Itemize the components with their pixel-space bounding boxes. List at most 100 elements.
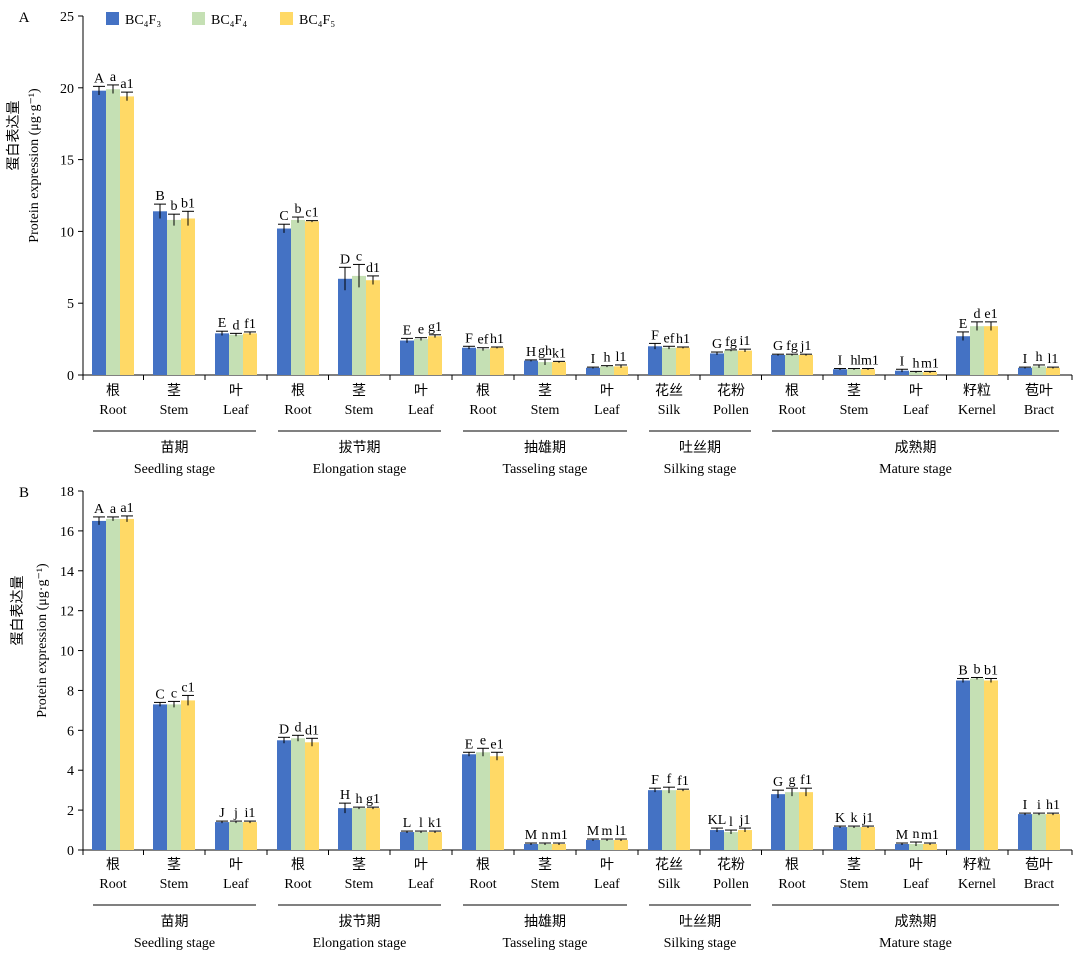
significance-letter: g1 <box>366 792 380 807</box>
significance-letter: i1 <box>245 806 256 821</box>
bar <box>181 700 195 850</box>
bar <box>414 832 428 850</box>
significance-letter: F <box>651 773 659 788</box>
tissue-label-cn: 花粉 <box>717 857 745 873</box>
significance-letter: a <box>110 70 117 85</box>
significance-letter: B <box>958 663 967 678</box>
bar <box>538 362 552 375</box>
significance-letter: l <box>419 816 423 831</box>
bar <box>524 844 538 850</box>
stage-label-en: Elongation stage <box>313 936 407 951</box>
tissue-label-cn: 花丝 <box>655 857 683 873</box>
y-tick-label: 12 <box>60 605 74 620</box>
significance-letter: e1 <box>490 737 503 752</box>
bar <box>120 96 134 375</box>
stage-label-cn: 抽雄期 <box>524 914 566 930</box>
tissue-label-cn: 叶 <box>600 857 614 873</box>
significance-letter: f <box>667 772 672 787</box>
y-tick-label: 14 <box>60 565 74 580</box>
significance-letter: K <box>835 811 845 826</box>
bar <box>648 346 662 375</box>
tissue-label-cn: 叶 <box>909 857 923 873</box>
y-tick-label: 8 <box>67 684 74 699</box>
bar <box>1032 366 1046 375</box>
bar <box>984 326 998 375</box>
bar <box>400 832 414 850</box>
significance-letter: e <box>418 323 424 338</box>
tissue-label-en: Stem <box>840 403 869 418</box>
y-tick-label: 15 <box>60 154 74 169</box>
significance-letter: H <box>340 788 350 803</box>
bar <box>600 840 614 850</box>
tissue-label-cn: 茎 <box>538 383 552 399</box>
tissue-label-en: Kernel <box>958 877 996 892</box>
bar <box>710 353 724 375</box>
stage-label-cn: 拔节期 <box>339 914 381 930</box>
bar <box>970 326 984 375</box>
panel-label: A <box>19 10 30 26</box>
significance-letter: c1 <box>181 680 194 695</box>
bar <box>1032 814 1046 850</box>
bar <box>291 219 305 375</box>
significance-letter: i1 <box>740 334 751 349</box>
stage-label-en: Elongation stage <box>313 462 407 477</box>
tissue-label-en: Stem <box>345 877 374 892</box>
tissue-label-cn: 根 <box>785 383 799 399</box>
bar <box>861 827 875 850</box>
y-tick-label: 0 <box>67 369 74 384</box>
bar <box>352 275 366 375</box>
bar <box>895 844 909 850</box>
bar <box>662 790 676 850</box>
tissue-label-en: Pollen <box>713 877 749 892</box>
tissue-label-en: Leaf <box>223 403 249 418</box>
bar <box>785 792 799 850</box>
y-tick-label: 25 <box>60 10 74 25</box>
bar <box>586 367 600 375</box>
tissue-label-cn: 花丝 <box>655 383 683 399</box>
significance-letter: d1 <box>366 261 380 276</box>
bar <box>92 520 106 850</box>
significance-letter: j <box>233 806 238 821</box>
stage-label-en: Mature stage <box>879 462 952 477</box>
significance-letter: C <box>279 209 288 224</box>
bar <box>676 347 690 375</box>
significance-letter: a1 <box>120 501 133 516</box>
significance-letter: k1 <box>552 346 566 361</box>
stage-label-cn: 抽雄期 <box>524 440 566 456</box>
tissue-label-cn: 根 <box>106 383 120 399</box>
y-tick-label: 0 <box>67 844 74 859</box>
significance-letter: h1 <box>676 332 690 347</box>
tissue-label-en: Root <box>778 403 805 418</box>
significance-letter: J <box>219 806 225 821</box>
bar <box>305 221 319 375</box>
bar <box>181 218 195 375</box>
bar <box>291 738 305 850</box>
bar <box>738 830 752 850</box>
significance-letter: h1 <box>490 332 504 347</box>
significance-letter: d1 <box>305 723 319 738</box>
significance-letter: G <box>712 337 722 352</box>
bar <box>462 347 476 375</box>
tissue-label-en: Root <box>778 877 805 892</box>
bar <box>956 680 970 850</box>
tissue-label-en: Root <box>469 403 496 418</box>
tissue-label-cn: 叶 <box>909 383 923 399</box>
significance-letter: c <box>356 249 362 264</box>
significance-letter: E <box>403 323 412 338</box>
bar <box>552 844 566 850</box>
bar <box>847 369 861 375</box>
tissue-label-cn: 根 <box>106 857 120 873</box>
tissue-label-cn: 根 <box>785 857 799 873</box>
significance-letter: i <box>1037 798 1041 813</box>
tissue-label-en: Stem <box>531 403 560 418</box>
bar <box>1046 814 1060 850</box>
significance-letter: n <box>542 828 549 843</box>
tissue-label-en: Leaf <box>408 403 434 418</box>
bar <box>428 832 442 850</box>
significance-letter: l <box>729 815 733 830</box>
significance-letter: b1 <box>984 663 998 678</box>
significance-letter: C <box>155 687 164 702</box>
significance-letter: b <box>974 662 981 677</box>
bar <box>305 742 319 850</box>
bar <box>799 354 813 375</box>
